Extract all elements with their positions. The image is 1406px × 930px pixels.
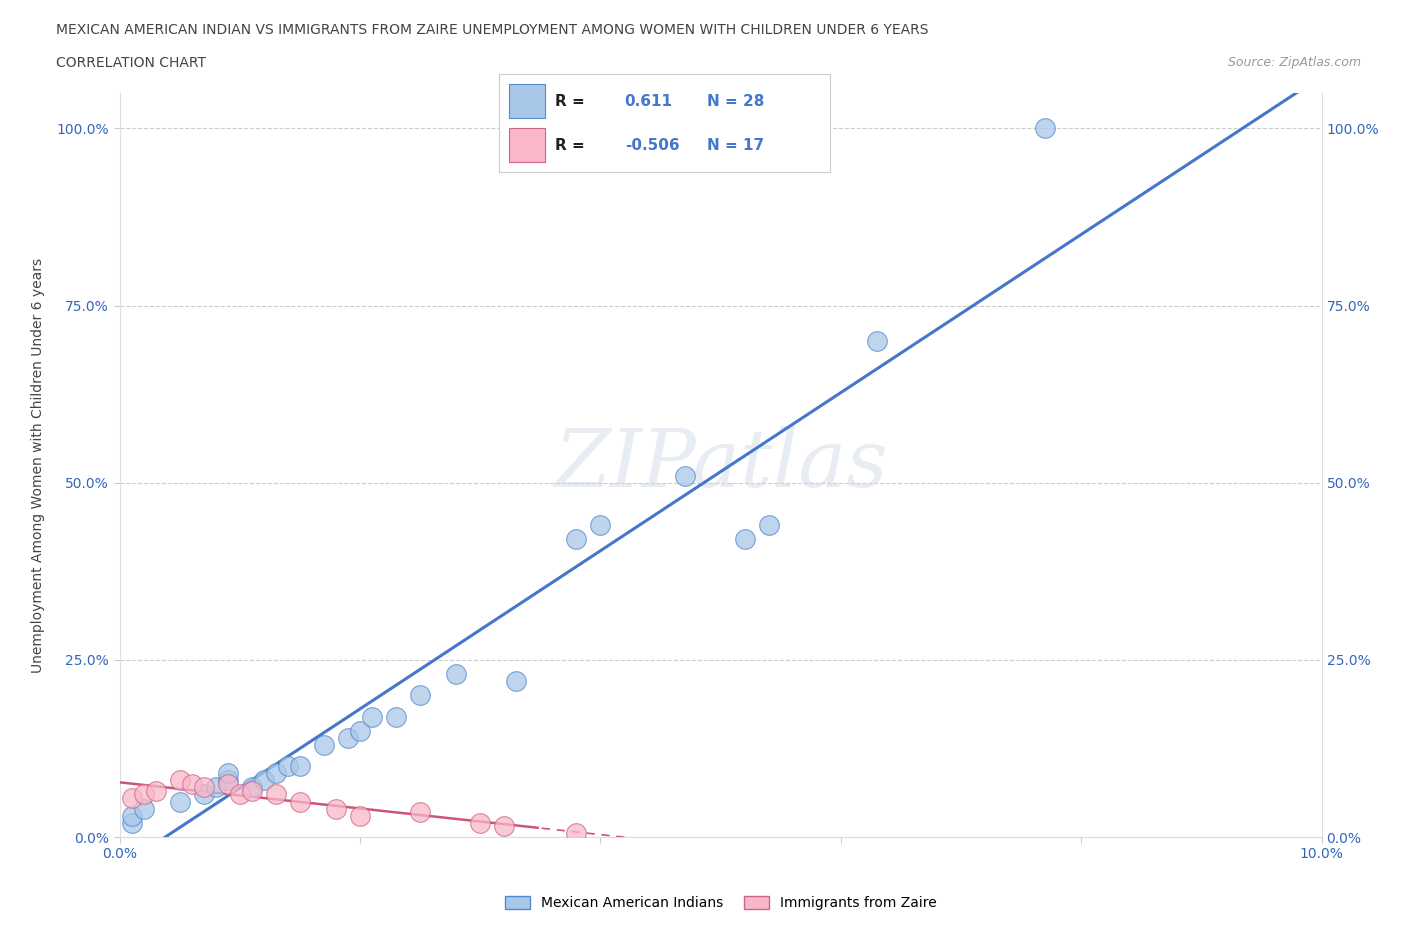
Point [565,826,588,841]
Point [565,532,588,547]
Point [264,765,287,780]
Y-axis label: Unemployment Among Women with Children Under 6 years: Unemployment Among Women with Children U… [31,258,45,672]
Point [240,783,263,798]
Legend: Mexican American Indians, Immigrants from Zaire: Mexican American Indians, Immigrants fro… [499,891,942,916]
Text: Source: ZipAtlas.com: Source: ZipAtlas.com [1227,56,1361,69]
Point [193,780,215,795]
Bar [509,85,546,118]
Point [409,804,432,819]
Text: CORRELATION CHART: CORRELATION CHART [56,56,207,70]
Text: ZIPatlas: ZIPatlas [554,426,887,504]
Point [264,787,287,802]
Point [444,667,467,682]
Point [277,759,299,774]
Point [325,802,347,817]
Point [121,816,143,830]
Point [217,777,239,791]
Text: 0.611: 0.611 [624,94,672,109]
Point [288,794,311,809]
Point [312,737,335,752]
Point [866,334,889,349]
Point [336,730,359,745]
Point [217,765,239,780]
Point [505,673,527,688]
Point [132,787,155,802]
Text: -0.506: -0.506 [624,139,679,153]
Point [1033,121,1056,136]
Text: N = 28: N = 28 [707,94,765,109]
Point [180,777,202,791]
Point [385,709,408,724]
Point [253,773,276,788]
Point [589,518,612,533]
Point [468,816,492,830]
Point [349,808,371,823]
Text: MEXICAN AMERICAN INDIAN VS IMMIGRANTS FROM ZAIRE UNEMPLOYMENT AMONG WOMEN WITH C: MEXICAN AMERICAN INDIAN VS IMMIGRANTS FR… [56,23,929,37]
Point [217,773,239,788]
Bar [509,128,546,163]
Point [169,773,191,788]
Point [758,518,780,533]
Point [673,468,696,483]
Point [193,787,215,802]
Point [132,802,155,817]
Text: N = 17: N = 17 [707,139,765,153]
Text: R =: R = [555,139,585,153]
Point [349,724,371,738]
Point [121,808,143,823]
Text: R =: R = [555,94,585,109]
Point [228,787,252,802]
Point [204,780,226,795]
Point [169,794,191,809]
Point [240,780,263,795]
Point [121,790,143,805]
Point [361,709,384,724]
Point [288,759,311,774]
Point [409,688,432,703]
Point [145,783,167,798]
Point [734,532,756,547]
Point [494,819,516,834]
